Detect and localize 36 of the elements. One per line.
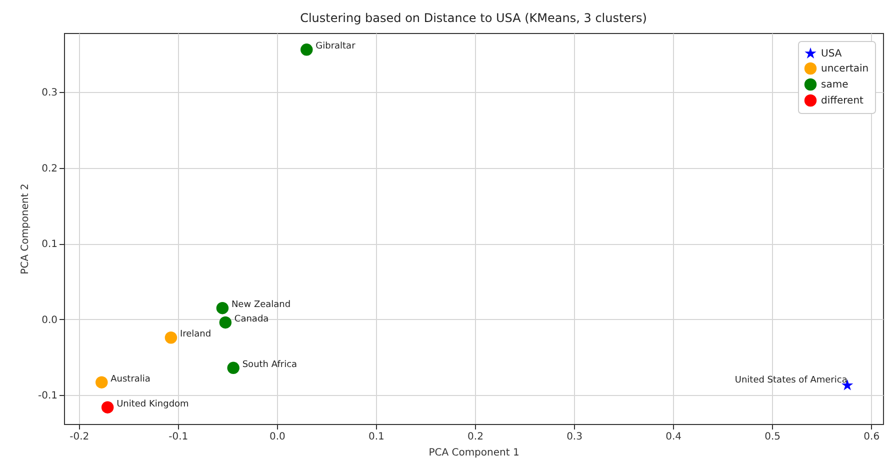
legend-label: USA xyxy=(821,48,842,60)
annotation: Ireland xyxy=(180,330,212,340)
y-tick-label: 0.1 xyxy=(42,239,58,250)
x-tick-label: 0.6 xyxy=(864,432,880,442)
point xyxy=(227,362,240,374)
point xyxy=(216,302,229,314)
annotation: United Kingdom xyxy=(116,399,189,410)
x-tick-label: 0.5 xyxy=(764,432,781,442)
point xyxy=(300,44,313,56)
x-axis-title: PCA Component 1 xyxy=(428,448,520,458)
x-tick-label: 0.0 xyxy=(269,432,286,442)
y-tick-label: -0.1 xyxy=(38,390,58,402)
chart-title: Clustering based on Distance to USA (KMeans, 3 clusters) xyxy=(300,11,647,25)
annotation: United States of America xyxy=(734,375,848,386)
x-tick-label: 0.1 xyxy=(368,432,384,442)
y-axis-title: PCA Component 2 xyxy=(20,184,31,274)
point xyxy=(164,332,178,344)
x-tick-label: -0.2 xyxy=(70,432,90,442)
x-tick-label: 0.4 xyxy=(666,432,682,442)
x-tick-label: 0.2 xyxy=(468,432,484,442)
legend-label: same xyxy=(821,80,848,90)
legend-label: different xyxy=(821,96,864,106)
annotation: South Africa xyxy=(242,360,298,370)
annotation: New Zealand xyxy=(231,300,291,310)
y-tick-label: 0.2 xyxy=(42,163,58,174)
point xyxy=(96,376,108,388)
x-tick-label: 0.3 xyxy=(566,432,582,442)
annotation: Gibraltar xyxy=(316,42,356,52)
x-tick-label: -0.1 xyxy=(168,432,188,442)
annotation: Australia xyxy=(110,374,150,384)
point xyxy=(219,316,232,329)
y-tick-label: 0.0 xyxy=(42,314,58,326)
annotation: Canada xyxy=(234,314,269,324)
y-tick-label: 0.3 xyxy=(42,88,58,99)
legend-label: uncertain xyxy=(821,64,869,74)
point xyxy=(101,401,114,414)
